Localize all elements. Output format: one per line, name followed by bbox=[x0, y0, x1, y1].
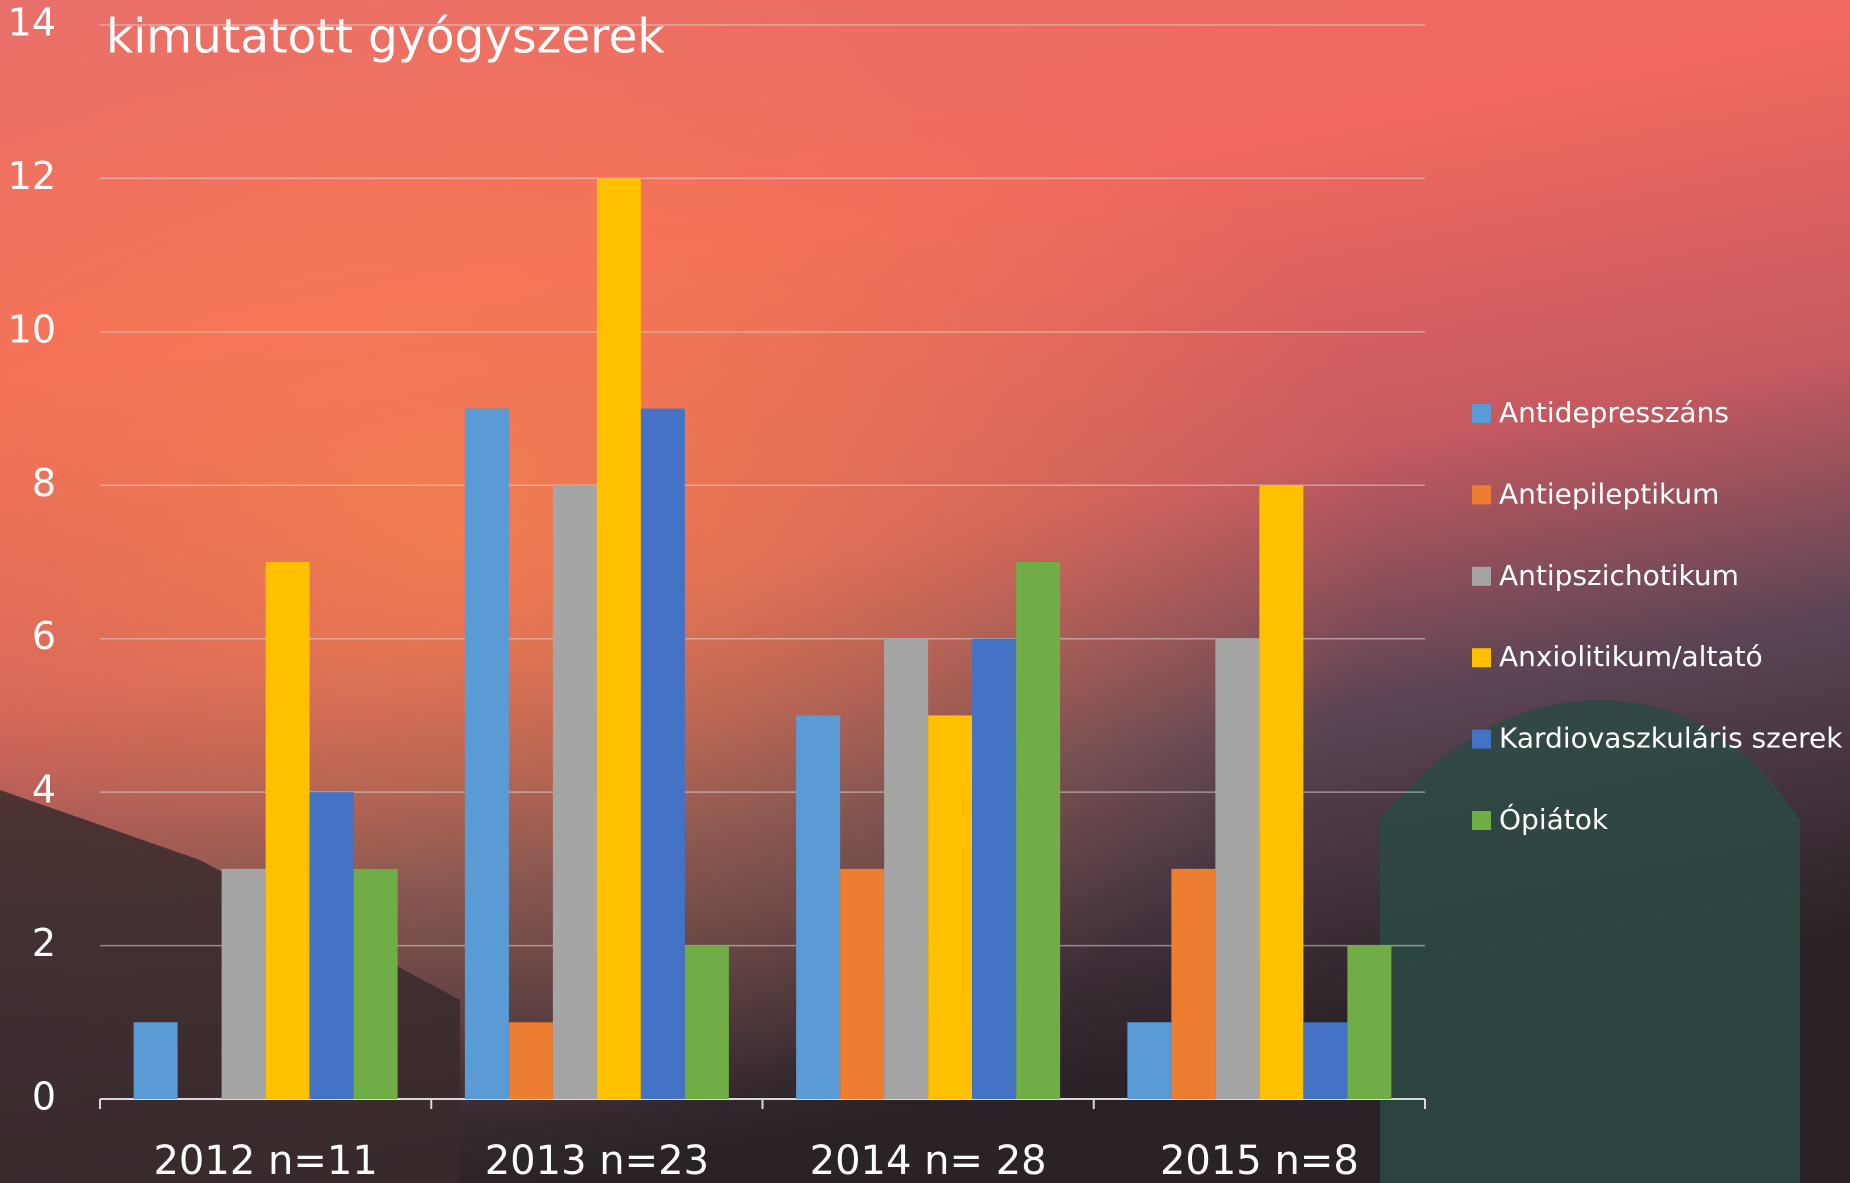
bar bbox=[1259, 485, 1304, 1099]
bar bbox=[221, 868, 266, 1099]
legend-swatch bbox=[1472, 404, 1491, 423]
bar bbox=[884, 638, 929, 1099]
x-tick-label: 2013 n=23 bbox=[485, 1138, 709, 1183]
bar bbox=[1215, 638, 1260, 1099]
legend-label: Antiepileptikum bbox=[1499, 477, 1719, 510]
legend-swatch bbox=[1472, 566, 1491, 586]
y-tick-label: 6 bbox=[32, 614, 56, 658]
chart-title: kimutatott gyógyszerek bbox=[106, 10, 665, 65]
x-tick-label: 2012 n=11 bbox=[153, 1138, 377, 1183]
bar bbox=[972, 638, 1017, 1099]
bar bbox=[309, 792, 354, 1099]
legend-label: Antidepresszáns bbox=[1499, 396, 1729, 429]
legend-label: Anxiolitikum/altató bbox=[1499, 640, 1763, 673]
legend-swatch bbox=[1472, 811, 1491, 830]
legend-label: Kardiovaszkuláris szerek bbox=[1499, 722, 1843, 755]
bar bbox=[552, 485, 597, 1099]
x-tick-label: 2014 n= 28 bbox=[810, 1138, 1047, 1183]
legend-swatch bbox=[1472, 648, 1491, 668]
y-tick-label: 14 bbox=[8, 1, 56, 45]
legend-label: Antipszichotikum bbox=[1499, 559, 1739, 592]
bar bbox=[1171, 868, 1216, 1099]
bar bbox=[353, 868, 398, 1099]
bar bbox=[928, 715, 973, 1099]
y-tick-label: 12 bbox=[8, 154, 56, 198]
y-tick-label: 8 bbox=[32, 461, 56, 505]
bar bbox=[133, 1022, 178, 1099]
bar bbox=[796, 715, 841, 1099]
legend-swatch bbox=[1472, 729, 1491, 749]
bar bbox=[840, 868, 885, 1099]
bar bbox=[464, 408, 509, 1100]
bar bbox=[1016, 562, 1061, 1099]
y-tick-label: 4 bbox=[32, 768, 56, 812]
bar bbox=[596, 178, 641, 1099]
dome-silhouette bbox=[1380, 700, 1800, 1183]
legend-label: Ópiátok bbox=[1499, 802, 1609, 836]
bar bbox=[1127, 1022, 1172, 1099]
bar bbox=[684, 945, 729, 1099]
bar bbox=[640, 408, 685, 1100]
bar bbox=[1303, 1022, 1348, 1099]
y-tick-label: 10 bbox=[8, 307, 56, 351]
bar bbox=[265, 562, 310, 1099]
bar bbox=[508, 1022, 553, 1099]
x-tick-label: 2015 n=8 bbox=[1160, 1138, 1359, 1183]
legend-swatch bbox=[1472, 485, 1491, 505]
bar bbox=[1347, 945, 1392, 1099]
y-tick-label: 0 bbox=[32, 1075, 56, 1119]
y-tick-label: 2 bbox=[32, 921, 56, 965]
